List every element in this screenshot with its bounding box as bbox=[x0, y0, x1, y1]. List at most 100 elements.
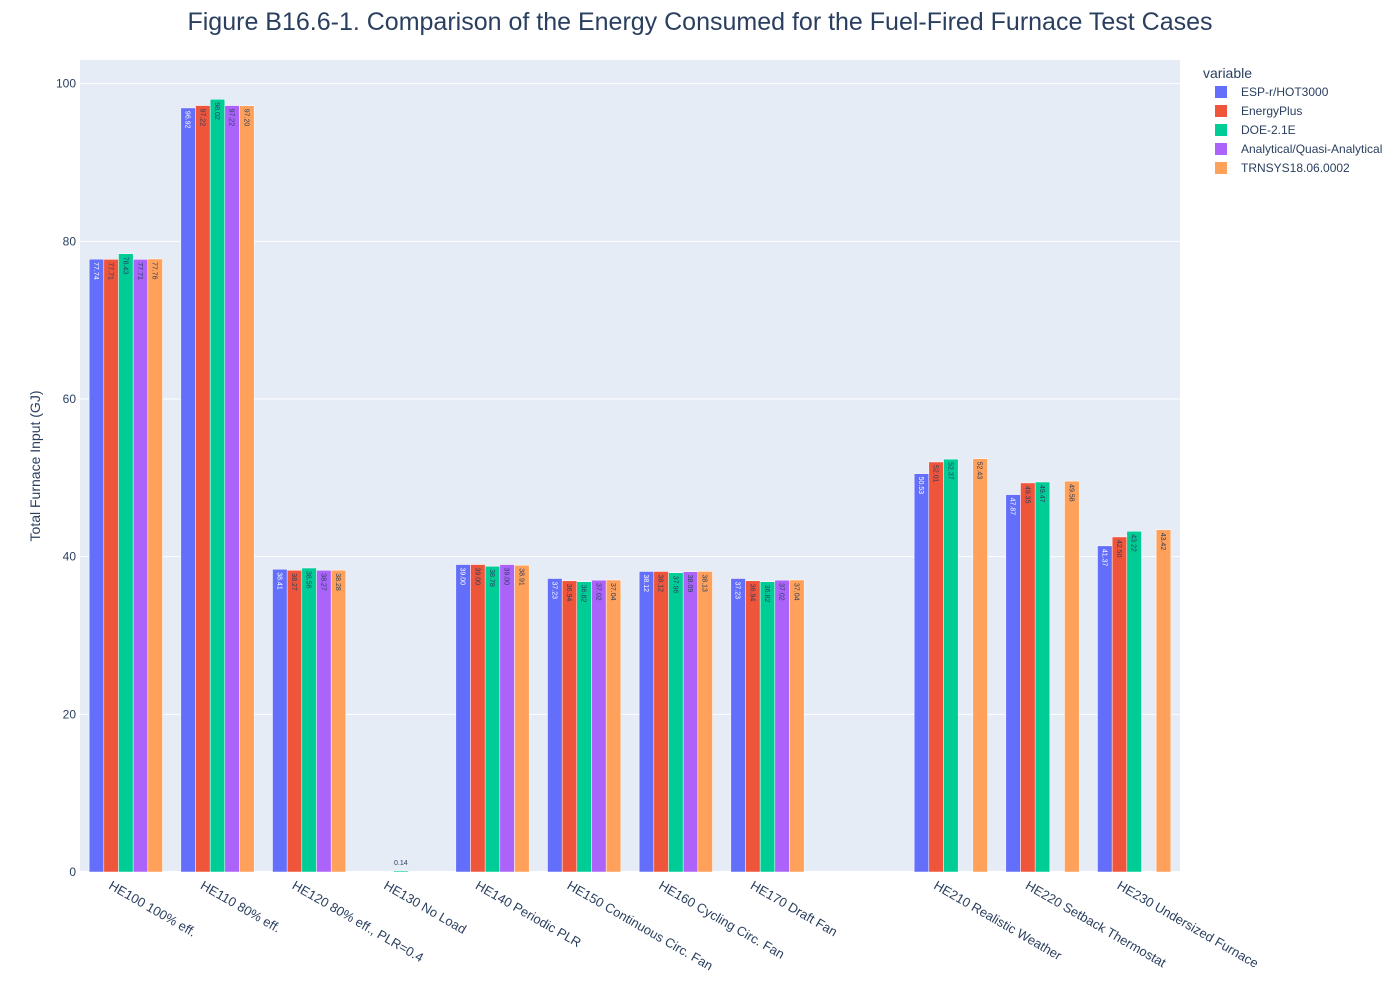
bar-value-label: 43.22 bbox=[1130, 534, 1137, 552]
legend-label: Analytical/Quasi-Analytical bbox=[1241, 142, 1382, 156]
bar-value-label: 38.12 bbox=[657, 574, 664, 592]
bar-value-label: 0.14 bbox=[394, 860, 408, 867]
y-tick-label: 0 bbox=[69, 865, 76, 879]
bar bbox=[499, 564, 515, 873]
bar bbox=[638, 571, 655, 873]
bar bbox=[653, 571, 669, 873]
bar bbox=[286, 570, 303, 873]
bar bbox=[1155, 529, 1172, 873]
bar-labels: 77.74 96.92 38.41 39.00 37.23 38.12 37.23 50.53… bbox=[92, 102, 1166, 867]
chart-title: Figure B16.6-1. Comparison of the Energy… bbox=[187, 8, 1212, 36]
bar bbox=[132, 259, 149, 873]
bar-value-label: 38.56 bbox=[305, 571, 312, 589]
bars bbox=[88, 99, 1172, 873]
bar-value-label: 49.47 bbox=[1038, 485, 1045, 503]
bar-value-label: 41.37 bbox=[1100, 549, 1107, 567]
bar-value-label: 38.91 bbox=[517, 568, 524, 586]
bar bbox=[972, 458, 988, 873]
bar-value-label: 38.27 bbox=[319, 573, 326, 591]
bar-value-label: 77.71 bbox=[107, 262, 114, 280]
bar bbox=[789, 579, 805, 873]
legend-swatch bbox=[1215, 143, 1227, 155]
bar bbox=[316, 570, 332, 873]
bar-value-label: 38.13 bbox=[701, 574, 708, 592]
bar bbox=[759, 581, 776, 873]
y-axis-title: Total Furnace Input (GJ) bbox=[27, 391, 43, 542]
bar-value-label: 38.27 bbox=[290, 573, 297, 591]
y-tick-label: 60 bbox=[63, 392, 77, 406]
bar bbox=[180, 107, 196, 873]
bar-value-label: 77.71 bbox=[136, 262, 143, 280]
bar bbox=[591, 579, 607, 873]
bar-value-label: 47.87 bbox=[1009, 498, 1016, 516]
bar bbox=[330, 569, 347, 873]
bar-value-label: 37.04 bbox=[609, 583, 616, 601]
bar bbox=[209, 99, 226, 873]
bar-value-label: 43.42 bbox=[1159, 533, 1166, 551]
y-axis-ticks: 0 20 40 60 80 100 bbox=[56, 77, 76, 879]
legend-swatch bbox=[1215, 124, 1227, 136]
bar-value-label: 36.82 bbox=[763, 585, 770, 603]
bar-value-label: 37.04 bbox=[792, 583, 799, 601]
legend-label: ESP-r/HOT3000 bbox=[1241, 85, 1329, 99]
bar bbox=[547, 578, 563, 873]
plot-area bbox=[80, 60, 1180, 872]
bar bbox=[1020, 482, 1036, 873]
bar bbox=[195, 105, 211, 873]
bar bbox=[484, 566, 501, 873]
bar-value-label: 36.94 bbox=[565, 584, 572, 602]
bar-value-label: 37.02 bbox=[778, 583, 785, 601]
bar-value-label: 37.23 bbox=[734, 581, 741, 599]
legend-label: EnergyPlus bbox=[1241, 104, 1302, 118]
bar-value-label: 52.43 bbox=[976, 462, 983, 480]
bar-value-label: 36.94 bbox=[748, 584, 755, 602]
bar bbox=[514, 565, 530, 873]
bar-value-label: 50.53 bbox=[917, 477, 924, 495]
bar-value-label: 97.22 bbox=[228, 109, 235, 127]
bar-value-label: 37.96 bbox=[671, 576, 678, 594]
bar-value-label: 38.28 bbox=[334, 573, 341, 591]
bar-value-label: 38.78 bbox=[488, 569, 495, 587]
bar-value-label: 78.43 bbox=[121, 257, 128, 275]
bar bbox=[301, 567, 317, 873]
bar-value-label: 38.09 bbox=[686, 575, 693, 593]
bar-value-label: 49.58 bbox=[1067, 484, 1074, 502]
bar bbox=[88, 258, 105, 873]
bar bbox=[605, 579, 622, 873]
bar bbox=[682, 571, 699, 873]
bar-value-label: 52.37 bbox=[946, 462, 953, 480]
bar bbox=[1064, 480, 1080, 873]
bar bbox=[576, 581, 592, 873]
bar bbox=[103, 259, 119, 873]
bar bbox=[455, 564, 471, 873]
bar-value-label: 98.02 bbox=[213, 102, 220, 120]
y-tick-label: 100 bbox=[56, 77, 76, 91]
bar bbox=[224, 105, 240, 873]
bar-value-label: 49.35 bbox=[1023, 486, 1030, 504]
bar-value-label: 97.20 bbox=[242, 109, 249, 127]
bar bbox=[943, 458, 959, 873]
bar bbox=[239, 105, 255, 873]
legend: variable ESP-r/HOT3000 EnergyPlus DOE-2.1E… bbox=[1203, 65, 1382, 175]
bar-value-label: 36.82 bbox=[580, 585, 587, 603]
bar bbox=[118, 253, 134, 873]
bar bbox=[1034, 481, 1051, 873]
bar-value-label: 39.00 bbox=[459, 568, 466, 586]
bar-value-label: 39.00 bbox=[503, 568, 510, 586]
bar bbox=[147, 258, 163, 873]
bar bbox=[1005, 494, 1021, 873]
bar-value-label: 96.92 bbox=[184, 111, 191, 129]
y-tick-label: 80 bbox=[63, 234, 77, 248]
bar-value-label: 39.00 bbox=[473, 568, 480, 586]
y-tick-label: 20 bbox=[63, 707, 77, 721]
bar bbox=[928, 461, 944, 873]
bar-value-label: 42.50 bbox=[1115, 540, 1122, 558]
bar-value-label: 97.22 bbox=[198, 109, 205, 127]
legend-title: variable bbox=[1203, 65, 1252, 81]
legend-swatch bbox=[1215, 105, 1227, 117]
bar-value-label: 38.41 bbox=[275, 572, 282, 590]
bar bbox=[668, 572, 684, 873]
bar bbox=[774, 579, 790, 873]
legend-label: DOE-2.1E bbox=[1241, 123, 1296, 137]
